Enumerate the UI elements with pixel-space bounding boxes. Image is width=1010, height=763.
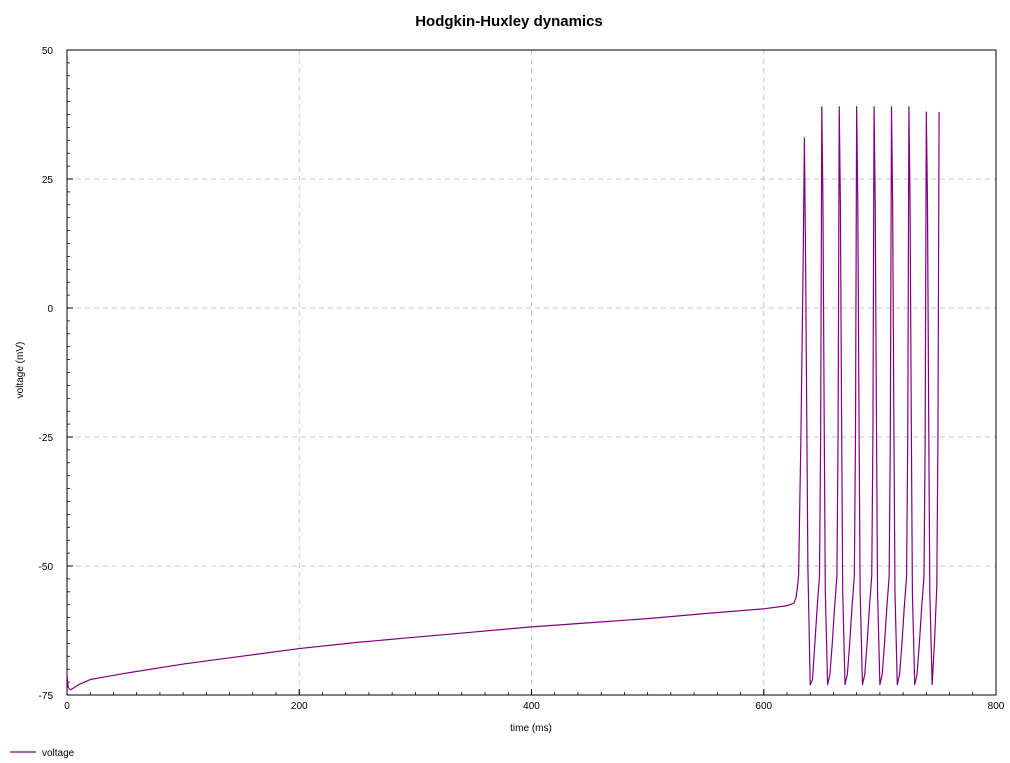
legend-label-voltage: voltage <box>42 748 75 759</box>
y-tick-label: 0 <box>47 304 53 315</box>
x-tick-label: 600 <box>755 701 772 712</box>
y-tick-label: -75 <box>39 691 54 702</box>
axis-ticks <box>66 49 997 696</box>
y-axis-label: voltage (mV) <box>15 342 26 399</box>
chart-title: Hodgkin-Huxley dynamics <box>415 13 603 30</box>
y-tick-label: 25 <box>42 175 54 186</box>
axis-tick-labels: 0 200 400 600 800 -75 -50 -25 0 25 50 <box>39 46 1005 712</box>
legend: voltage <box>10 748 75 759</box>
y-tick-label: -50 <box>39 562 54 573</box>
x-tick-label: 200 <box>291 701 308 712</box>
x-tick-label: 400 <box>523 701 540 712</box>
y-tick-label: 50 <box>42 46 54 57</box>
x-tick-label: 800 <box>988 701 1005 712</box>
voltage-series-line <box>66 106 940 691</box>
x-tick-label: 0 <box>64 701 70 712</box>
y-tick-label: -25 <box>39 433 54 444</box>
x-axis-label: time (ms) <box>510 723 552 734</box>
